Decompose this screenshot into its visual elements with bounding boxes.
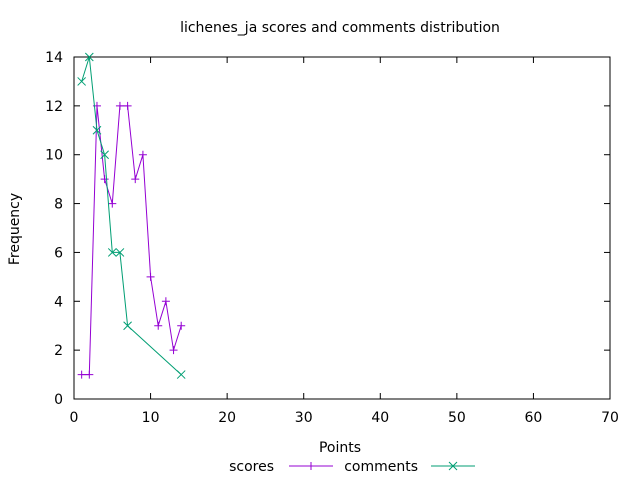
data-point-scores [108, 199, 117, 208]
data-point-comments [107, 248, 117, 257]
data-point-scores [138, 150, 147, 159]
data-point-scores [77, 370, 86, 379]
series-layer [77, 52, 186, 379]
y-tick-label: 6 [54, 245, 63, 261]
x-axis-title: Points [319, 440, 361, 456]
x-tick-label: 40 [371, 410, 389, 426]
x-tick-label: 0 [70, 410, 79, 426]
y-tick-label: 0 [54, 392, 63, 408]
data-point-scores [131, 175, 140, 184]
y-tick-label: 10 [45, 148, 63, 164]
y-tick-label: 8 [54, 197, 63, 213]
data-point-scores [169, 346, 178, 355]
legend-marker-comments [448, 461, 458, 471]
data-point-scores [146, 272, 155, 281]
x-tick-label: 10 [142, 410, 160, 426]
y-tick-label: 14 [45, 50, 63, 66]
series-scores [77, 101, 186, 379]
legend-marker-scores [307, 462, 315, 470]
x-tick-label: 30 [295, 410, 313, 426]
data-point-scores [177, 321, 186, 330]
data-point-comments [176, 370, 186, 379]
data-point-scores [154, 321, 163, 330]
x-tick-label: 70 [601, 410, 619, 426]
x-tick-label: 50 [448, 410, 466, 426]
legend-label-scores: scores [229, 459, 274, 475]
y-tick-label: 2 [54, 343, 63, 359]
series-comments [77, 52, 186, 379]
data-point-scores [161, 297, 170, 306]
data-point-comments [115, 248, 125, 257]
legend-label-comments: comments [344, 459, 418, 475]
y-tick-label: 12 [45, 99, 63, 115]
y-tick-label: 4 [54, 294, 63, 310]
data-point-comments [123, 321, 132, 331]
plot-frame [73, 56, 611, 400]
data-point-comments [100, 150, 109, 160]
legend: scores comments [229, 459, 475, 475]
x-tick-label: 20 [218, 410, 236, 426]
chart-title: lichenes_ja scores and comments distribu… [180, 20, 500, 36]
x-tick-label: 60 [525, 410, 543, 426]
data-point-scores [123, 101, 132, 110]
series-line-scores [81, 105, 182, 376]
data-point-comments [84, 52, 94, 62]
data-point-scores [85, 370, 94, 379]
x-axis: 0 10 20 30 40 50 60 70 [70, 57, 619, 426]
data-point-comments [92, 125, 102, 135]
data-point-scores [100, 175, 109, 184]
series-line-comments [81, 56, 182, 375]
y-axis: 0 2 4 6 8 10 12 14 [45, 50, 610, 408]
data-point-scores [115, 101, 124, 110]
y-axis-title: Frequency [7, 193, 23, 265]
data-point-comments [77, 77, 87, 86]
